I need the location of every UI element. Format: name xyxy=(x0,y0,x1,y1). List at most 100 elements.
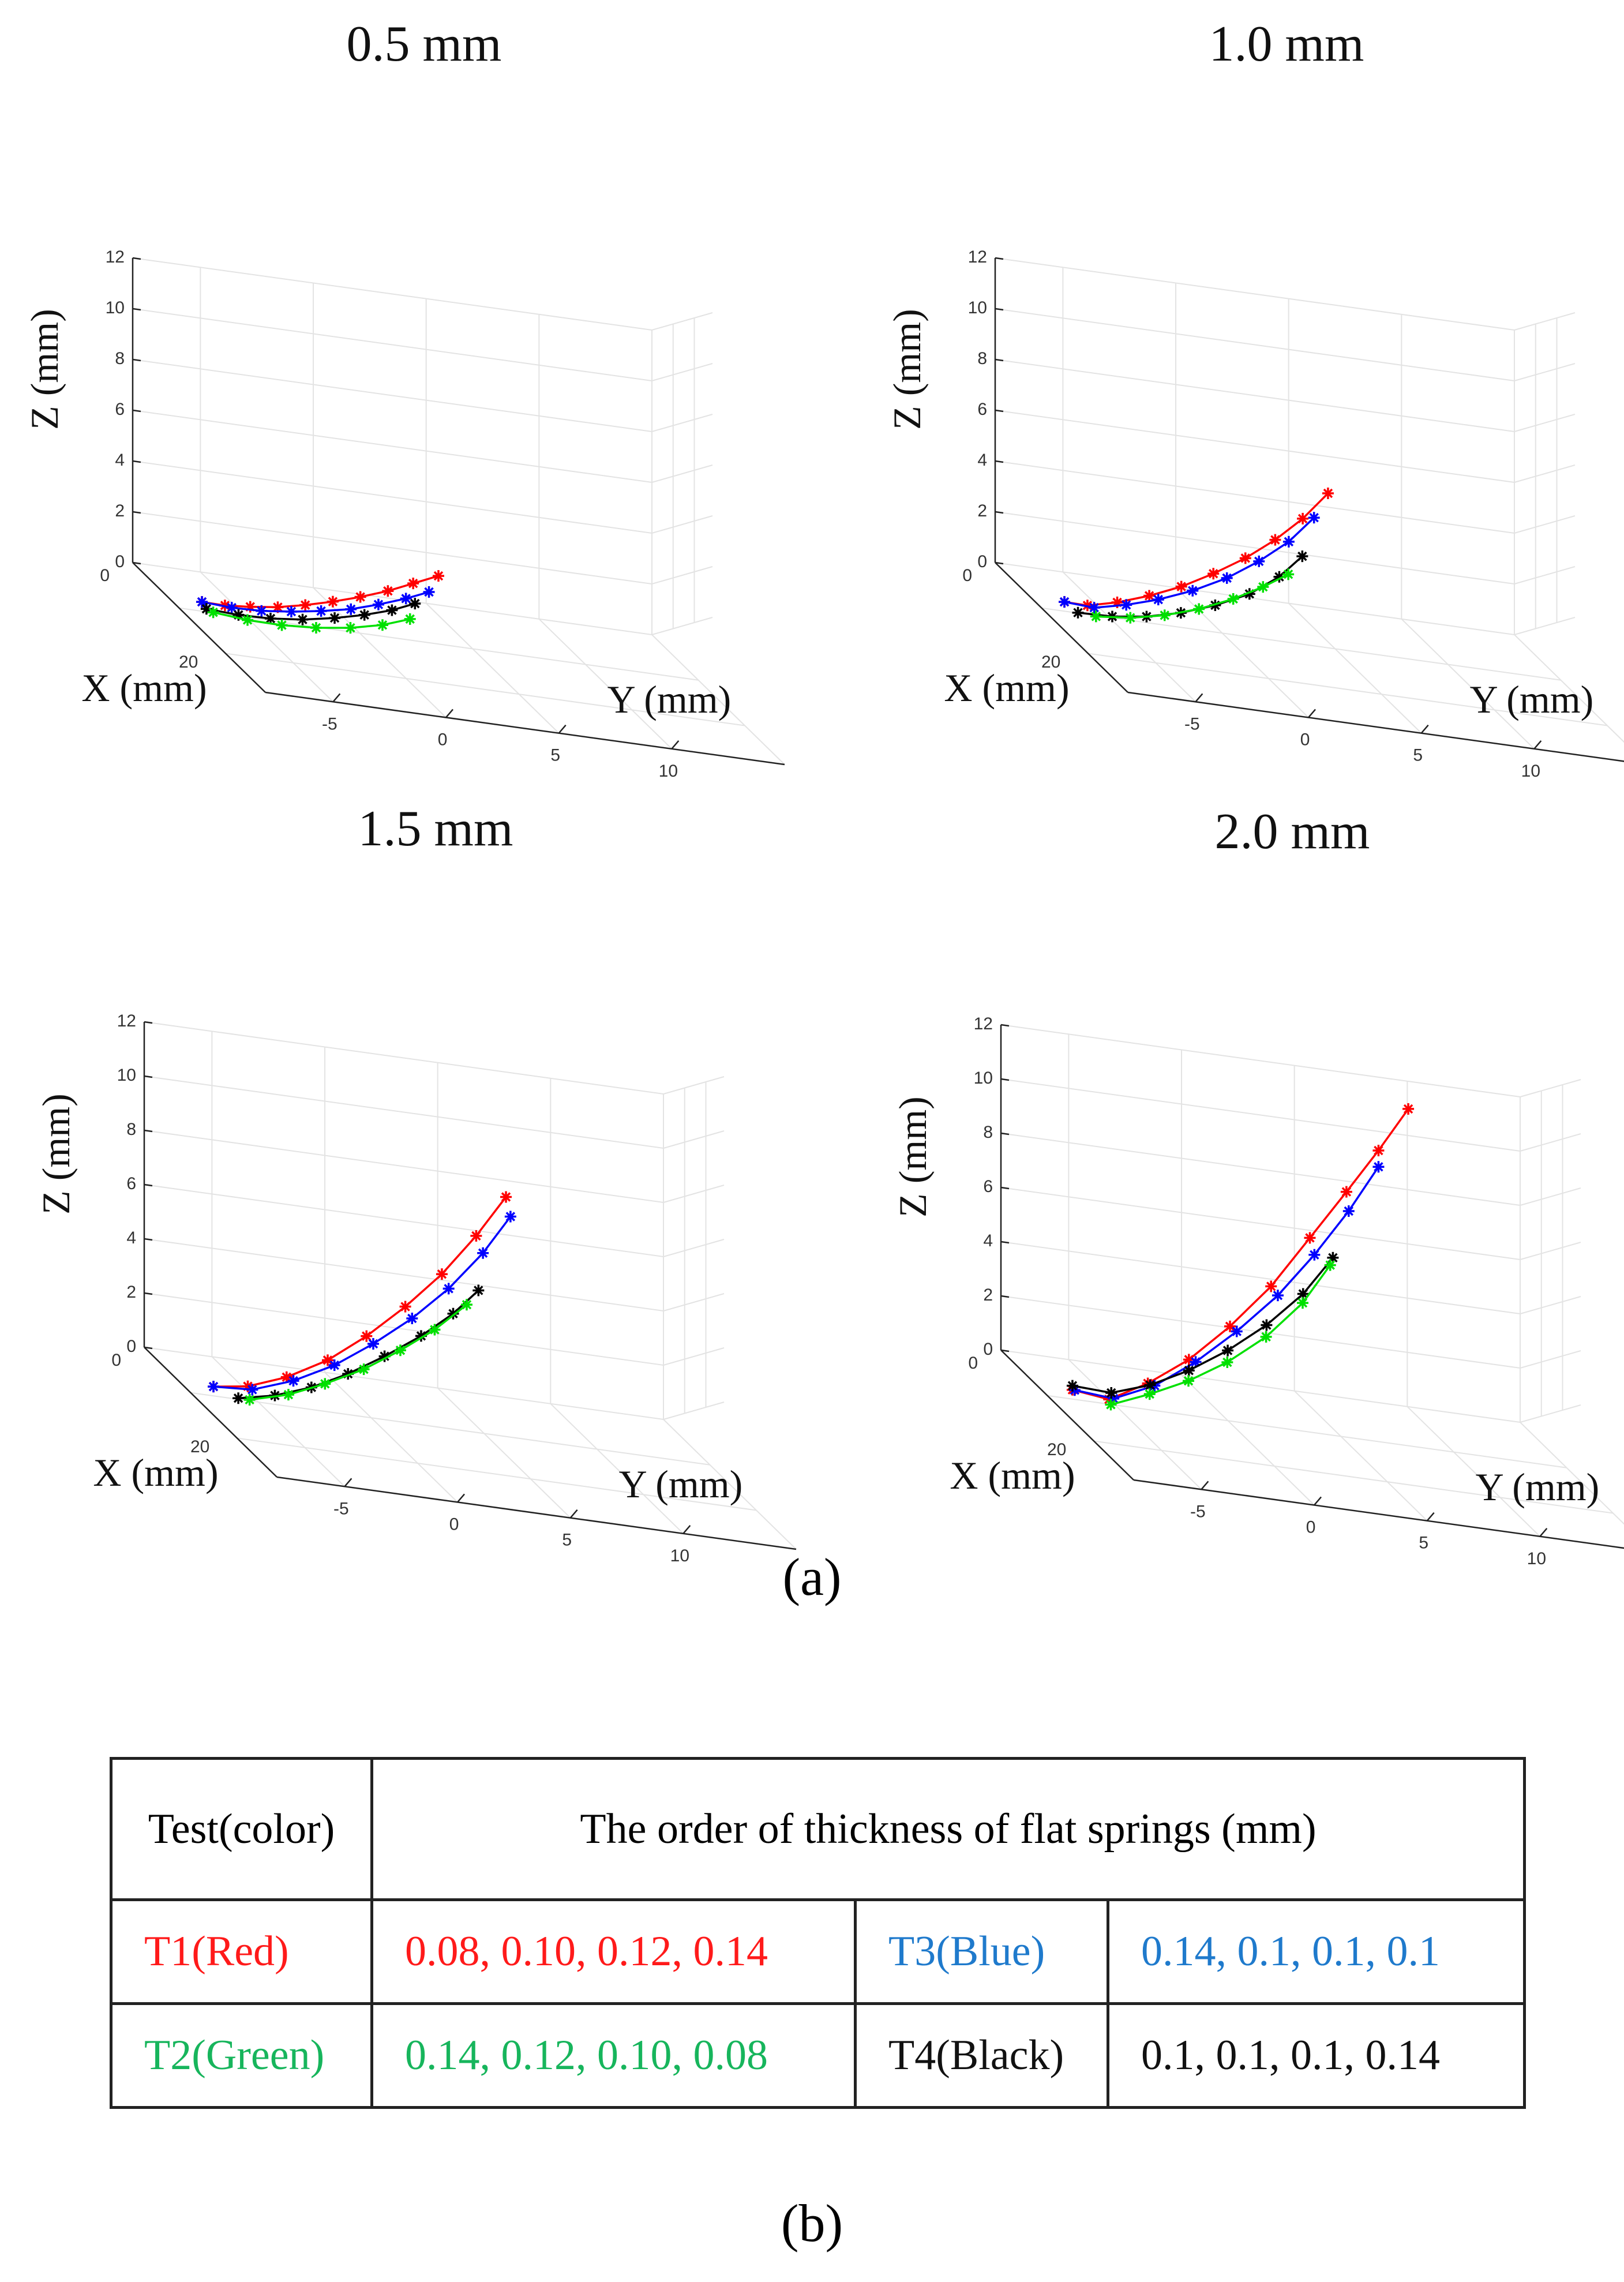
data-point xyxy=(477,1247,489,1259)
marker-stroke xyxy=(400,1302,410,1312)
y-tick xyxy=(1533,740,1542,750)
z-tick-label: 2 xyxy=(983,1286,993,1305)
test-label-t4: T4(Black) xyxy=(854,2002,1109,2109)
z-tick xyxy=(144,1183,153,1187)
grid-line xyxy=(1514,464,1576,483)
data-point xyxy=(1088,602,1100,614)
marker-stroke xyxy=(1073,608,1083,618)
y-tick xyxy=(1201,1481,1209,1490)
data-point xyxy=(1304,1232,1316,1244)
chart-title: 1.5 mm xyxy=(358,801,513,857)
marker-stroke xyxy=(1262,1320,1272,1330)
grid-line xyxy=(225,653,745,726)
z-tick xyxy=(144,1075,153,1078)
data-point xyxy=(394,1344,406,1357)
grid-line xyxy=(132,410,652,483)
grid-line xyxy=(550,1403,684,1534)
marker-stroke xyxy=(387,605,397,615)
y-axis-label: Y (mm) xyxy=(1476,1465,1600,1509)
data-point xyxy=(436,1268,448,1280)
marker-stroke xyxy=(359,610,369,620)
data-point xyxy=(1282,535,1295,548)
axes xyxy=(143,1021,797,1550)
marker-stroke xyxy=(433,571,444,581)
axes xyxy=(132,257,785,766)
data-point xyxy=(432,570,444,582)
marker-stroke xyxy=(355,592,365,602)
x-axis-label: X (mm) xyxy=(950,1453,1075,1497)
z-tick xyxy=(132,561,141,565)
y-tick xyxy=(682,1525,691,1534)
data-point xyxy=(442,1283,455,1295)
marker-stroke xyxy=(401,594,411,604)
marker-stroke xyxy=(1297,551,1307,561)
grid-line xyxy=(995,511,1515,584)
grid-line xyxy=(1520,1350,1581,1369)
data-point xyxy=(321,1354,333,1366)
data-point xyxy=(1342,1205,1355,1217)
z-tick xyxy=(144,1129,153,1133)
grid-line xyxy=(651,363,713,381)
marker-stroke xyxy=(1106,1400,1116,1410)
z-tick-label: 10 xyxy=(974,1069,993,1088)
grid-line xyxy=(144,1238,664,1312)
series-line xyxy=(213,1196,507,1388)
z-axis-label: Z (mm) xyxy=(22,309,66,430)
z-tick xyxy=(995,308,1004,311)
data-point xyxy=(1090,610,1102,623)
thickness-order-t1: 0.08, 0.10, 0.12, 0.14 xyxy=(370,1898,857,2005)
grid-line xyxy=(663,1402,725,1420)
data-point xyxy=(1187,584,1199,597)
data-point xyxy=(1221,1356,1233,1368)
series-line xyxy=(1072,1108,1409,1401)
marker-stroke xyxy=(1325,1260,1335,1270)
grid-line xyxy=(1000,1295,1521,1369)
marker-stroke xyxy=(300,600,310,610)
data-point xyxy=(328,1359,340,1372)
marker-stroke xyxy=(273,602,283,612)
y-axis-label: Y (mm) xyxy=(1470,677,1594,721)
panel-4: 0 2 4 6 8 10 12 0 20 -5 0 5 10 2.0 mm Z (mm) X (mm) Y (m… xyxy=(891,804,1624,1568)
data-point xyxy=(1260,1331,1272,1343)
grid-line xyxy=(995,257,1515,331)
grid-line xyxy=(437,1387,571,1519)
data-point xyxy=(232,1392,245,1404)
z-tick xyxy=(1000,1349,1010,1352)
marker-stroke xyxy=(201,604,212,614)
grid-line xyxy=(211,1356,346,1487)
z-tick xyxy=(995,409,1004,413)
data-point xyxy=(282,1389,294,1401)
marker-stroke xyxy=(1298,1289,1308,1299)
data-point xyxy=(1227,593,1239,605)
grid-line xyxy=(132,308,652,381)
data-point xyxy=(1143,590,1156,602)
z-axis-label: Z (mm) xyxy=(891,1096,935,1217)
marker-stroke xyxy=(359,1364,369,1374)
marker-stroke xyxy=(505,1212,516,1221)
grid-lines xyxy=(1000,1024,1624,1537)
axes xyxy=(1000,1024,1624,1549)
grid-line xyxy=(663,1185,725,1203)
x-axis-line xyxy=(132,562,266,693)
data-point xyxy=(1222,1344,1234,1357)
grid-line xyxy=(132,359,652,432)
data-point xyxy=(1324,1259,1336,1271)
grid-line xyxy=(1514,515,1576,534)
data-point xyxy=(500,1191,512,1203)
marker-stroke xyxy=(1187,586,1198,596)
y-tick-label: -5 xyxy=(322,714,337,733)
y-tick xyxy=(671,740,680,750)
marker-stroke xyxy=(1121,600,1131,610)
grid-line xyxy=(651,566,713,584)
thickness-order-t2: 0.14, 0.12, 0.10, 0.08 xyxy=(370,2002,857,2109)
x-axis-label: X (mm) xyxy=(81,666,207,710)
marker-stroke xyxy=(257,606,267,616)
y-tick xyxy=(1314,1496,1322,1506)
header-thickness-order: The order of thickness of flat springs (… xyxy=(370,1757,1526,1901)
z-tick xyxy=(1000,1132,1010,1136)
data-point xyxy=(1269,534,1281,546)
marker-stroke xyxy=(1266,1281,1276,1291)
grid-line xyxy=(144,1076,664,1149)
z-tick xyxy=(995,561,1004,565)
thickness-order-t3: 0.14, 0.1, 0.1, 0.1 xyxy=(1107,1898,1526,2005)
